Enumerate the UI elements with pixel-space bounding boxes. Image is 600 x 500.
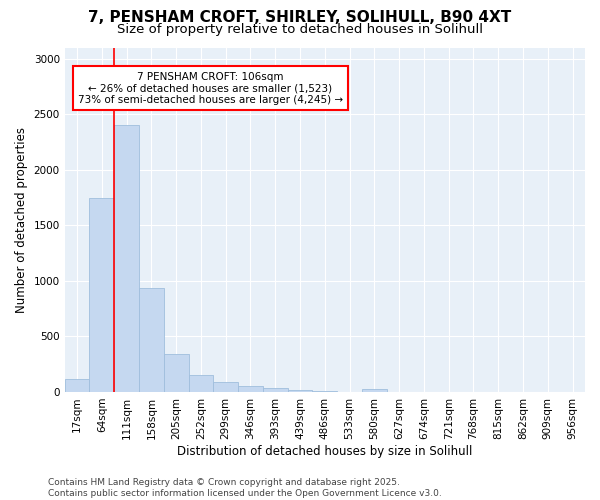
- Bar: [238, 386, 263, 392]
- Bar: [65, 378, 89, 392]
- Text: Contains HM Land Registry data © Crown copyright and database right 2025.
Contai: Contains HM Land Registry data © Crown c…: [48, 478, 442, 498]
- Text: 7, PENSHAM CROFT, SHIRLEY, SOLIHULL, B90 4XT: 7, PENSHAM CROFT, SHIRLEY, SOLIHULL, B90…: [88, 10, 512, 25]
- Bar: [188, 376, 214, 392]
- Text: 7 PENSHAM CROFT: 106sqm
← 26% of detached houses are smaller (1,523)
73% of semi: 7 PENSHAM CROFT: 106sqm ← 26% of detache…: [78, 72, 343, 105]
- X-axis label: Distribution of detached houses by size in Solihull: Distribution of detached houses by size …: [177, 444, 473, 458]
- Bar: [214, 382, 238, 392]
- Bar: [164, 354, 188, 392]
- Bar: [313, 391, 337, 392]
- Bar: [362, 389, 387, 392]
- Bar: [139, 288, 164, 392]
- Bar: [89, 198, 114, 392]
- Text: Size of property relative to detached houses in Solihull: Size of property relative to detached ho…: [117, 22, 483, 36]
- Bar: [114, 126, 139, 392]
- Y-axis label: Number of detached properties: Number of detached properties: [15, 126, 28, 312]
- Bar: [263, 388, 287, 392]
- Bar: [287, 390, 313, 392]
